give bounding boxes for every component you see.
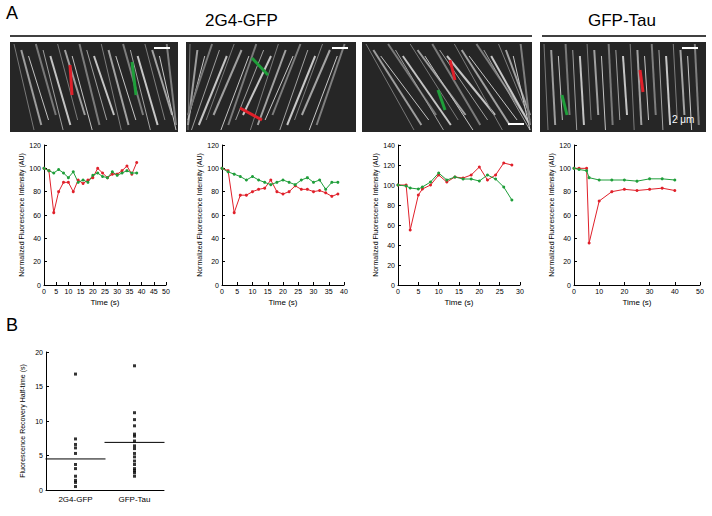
svg-text:10: 10	[65, 288, 73, 295]
svg-text:30: 30	[646, 288, 654, 295]
svg-text:15: 15	[455, 288, 463, 295]
svg-text:25: 25	[496, 288, 504, 295]
svg-text:10: 10	[35, 418, 43, 425]
svg-text:30: 30	[516, 288, 524, 295]
svg-text:120: 120	[207, 142, 219, 149]
svg-text:50: 50	[162, 288, 170, 295]
svg-text:20: 20	[621, 288, 629, 295]
svg-text:35: 35	[325, 288, 333, 295]
svg-text:A: A	[6, 3, 18, 23]
svg-text:10: 10	[595, 288, 603, 295]
svg-text:0: 0	[572, 288, 576, 295]
svg-text:20: 20	[563, 258, 571, 265]
svg-text:20: 20	[35, 349, 43, 356]
svg-text:GFP-Tau: GFP-Tau	[118, 495, 150, 504]
svg-text:2G4-GFP: 2G4-GFP	[58, 495, 92, 504]
svg-text:2 μm: 2 μm	[672, 114, 694, 125]
svg-text:100: 100	[29, 165, 41, 172]
svg-text:120: 120	[29, 142, 41, 149]
svg-text:0: 0	[396, 288, 400, 295]
svg-text:100: 100	[559, 165, 571, 172]
svg-text:5: 5	[235, 288, 239, 295]
svg-text:100: 100	[383, 182, 395, 189]
svg-text:40: 40	[671, 288, 679, 295]
svg-text:45: 45	[150, 288, 158, 295]
svg-text:120: 120	[383, 162, 395, 169]
svg-text:25: 25	[101, 288, 109, 295]
svg-text:120: 120	[559, 142, 571, 149]
svg-text:B: B	[6, 315, 18, 335]
svg-text:80: 80	[33, 188, 41, 195]
svg-text:2G4-GFP: 2G4-GFP	[205, 11, 278, 30]
svg-text:5: 5	[416, 288, 420, 295]
svg-text:Fluorescence Recovery Half-tim: Fluorescence Recovery Half-time (s)	[19, 364, 27, 478]
svg-text:30: 30	[310, 288, 318, 295]
svg-text:20: 20	[475, 288, 483, 295]
svg-text:Normalized Fluorescence Intens: Normalized Fluorescence Intensity (AU)	[196, 153, 204, 277]
svg-text:80: 80	[563, 188, 571, 195]
svg-text:60: 60	[563, 212, 571, 219]
svg-text:15: 15	[35, 383, 43, 390]
svg-text:20: 20	[211, 258, 219, 265]
svg-text:10: 10	[435, 288, 443, 295]
svg-text:30: 30	[113, 288, 121, 295]
svg-text:140: 140	[383, 142, 395, 149]
svg-text:Time (s): Time (s)	[90, 298, 119, 307]
svg-text:0: 0	[37, 282, 41, 289]
svg-text:35: 35	[126, 288, 134, 295]
svg-text:5: 5	[39, 452, 43, 459]
svg-text:40: 40	[563, 235, 571, 242]
svg-text:Time (s): Time (s)	[444, 298, 473, 307]
svg-text:Normalized Fluorescence Intens: Normalized Fluorescence Intensity (AU)	[18, 153, 26, 277]
svg-text:40: 40	[211, 235, 219, 242]
svg-text:Normalized Fluorescence Intens: Normalized Fluorescence Intensity (AU)	[372, 153, 380, 277]
svg-text:20: 20	[387, 262, 395, 269]
svg-text:15: 15	[77, 288, 85, 295]
svg-text:0: 0	[220, 288, 224, 295]
svg-text:20: 20	[33, 258, 41, 265]
svg-text:60: 60	[211, 212, 219, 219]
svg-text:60: 60	[387, 222, 395, 229]
svg-text:10: 10	[249, 288, 257, 295]
svg-text:50: 50	[696, 288, 704, 295]
svg-text:15: 15	[264, 288, 272, 295]
svg-text:40: 40	[33, 235, 41, 242]
svg-text:0: 0	[391, 282, 395, 289]
svg-text:100: 100	[207, 165, 219, 172]
svg-text:0: 0	[42, 288, 46, 295]
svg-text:Time (s): Time (s)	[622, 298, 651, 307]
svg-text:Time (s): Time (s)	[268, 298, 297, 307]
svg-text:5: 5	[54, 288, 58, 295]
svg-text:40: 40	[138, 288, 146, 295]
svg-text:60: 60	[33, 212, 41, 219]
svg-text:25: 25	[294, 288, 302, 295]
svg-text:80: 80	[387, 202, 395, 209]
svg-text:0: 0	[567, 282, 571, 289]
svg-text:80: 80	[211, 188, 219, 195]
svg-text:40: 40	[387, 242, 395, 249]
svg-text:0: 0	[215, 282, 219, 289]
svg-text:0: 0	[39, 487, 43, 494]
svg-text:20: 20	[89, 288, 97, 295]
svg-text:20: 20	[279, 288, 287, 295]
svg-text:40: 40	[340, 288, 348, 295]
svg-text:GFP-Tau: GFP-Tau	[588, 11, 656, 30]
svg-text:Normalized Fluorescence Intens: Normalized Fluorescence Intensity (AU)	[548, 153, 556, 277]
